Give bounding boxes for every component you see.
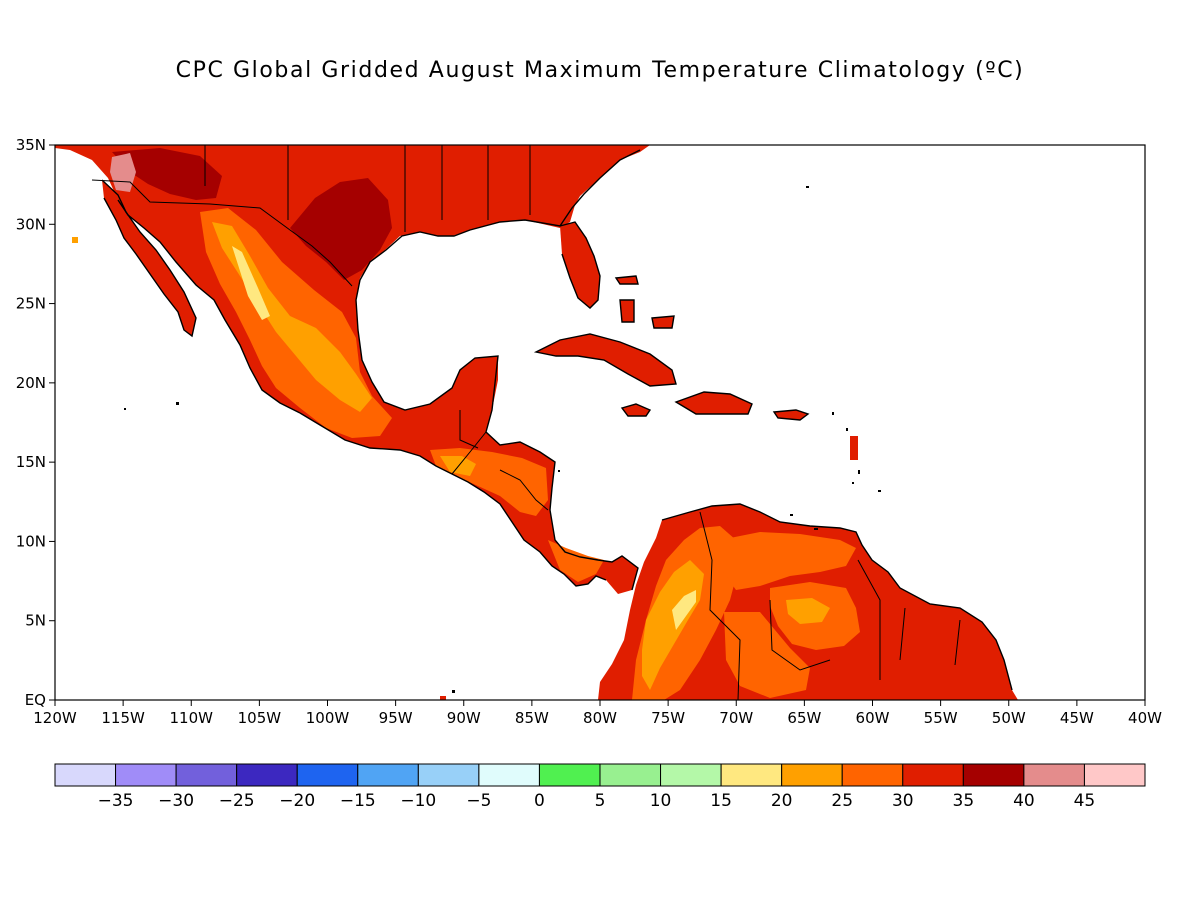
lon-tick-label: 55W: [924, 709, 958, 727]
lon-tick-label: 90W: [447, 709, 481, 727]
colorbar-swatch: [175, 763, 238, 787]
guiana-cool: [786, 598, 830, 624]
colorbar-swatch: [841, 763, 904, 787]
colorbar-swatch: [357, 763, 419, 787]
colorbar-tick-label: −10: [400, 791, 436, 811]
colorbar-swatch: [781, 763, 843, 787]
colorbar-swatch: [720, 763, 783, 787]
colorbar-swatch: [296, 763, 359, 787]
colorbar-swatch: [962, 763, 1025, 787]
lon-tick-label: 65W: [787, 709, 821, 727]
colorbar-swatch: [660, 763, 722, 787]
longitude-axis: 120W 115W 110W 105W 100W 95W 90W 85W 80W 75W 70W 65…: [33, 700, 1162, 727]
colorbar-tick-label: 35: [953, 791, 975, 811]
lon-tick-label: 60W: [856, 709, 890, 727]
colorbar-tick-label: 30: [892, 791, 914, 811]
colorbar-swatch: [115, 763, 177, 787]
puerto-rico: [774, 410, 808, 420]
colorbar: −35 −30 −25 −20 −15 −10 −5 0 5 10 15 20 25 30 35 40 45: [54, 763, 1146, 811]
small-island-dots: [124, 186, 881, 693]
colorbar-tick-label: 0: [534, 791, 545, 811]
venezuela-plains-orange: [720, 532, 856, 590]
colorbar-tick-label: 20: [771, 791, 793, 811]
lon-tick-label: 50W: [992, 709, 1026, 727]
colorbar-tick-label: −20: [279, 791, 315, 811]
lon-tick-label: 70W: [719, 709, 753, 727]
map-title: CPC Global Gridded August Maximum Temper…: [175, 58, 1025, 83]
sierra-madre-cool: [212, 222, 372, 412]
lon-tick-label: 95W: [379, 709, 413, 727]
colorbar-swatch: [599, 763, 662, 787]
political-borders: [91, 145, 961, 700]
lat-tick-label: 10N: [16, 532, 46, 550]
lon-tick-label: 45W: [1060, 709, 1094, 727]
lon-tick-label: 120W: [33, 709, 77, 727]
colorbar-tick-label: 5: [595, 791, 606, 811]
colorbar-swatch: [236, 763, 298, 787]
colorbar-swatch: [1083, 763, 1146, 787]
lat-tick-label: EQ: [25, 691, 46, 709]
colorbar-tick-label: 45: [1074, 791, 1096, 811]
colorbar-tick-label: 10: [650, 791, 672, 811]
lon-tick-label: 115W: [101, 709, 145, 727]
colorbar-swatch: [902, 763, 964, 787]
colorbar-swatch: [538, 763, 601, 787]
colorbar-tick-label: −25: [219, 791, 255, 811]
colorbar-tick-label: 15: [710, 791, 732, 811]
colorbar-tick-label: −5: [466, 791, 491, 811]
lat-tick-label: 15N: [16, 453, 46, 471]
coastlines: [101, 149, 1013, 691]
hot-core-texas: [290, 178, 392, 280]
andes-cool-yellow: [642, 560, 704, 690]
florida-peninsula: [560, 222, 600, 308]
cuba: [536, 334, 676, 386]
colorbar-swatch: [478, 763, 540, 787]
lat-tick-label: 20N: [16, 374, 46, 392]
latitude-axis: 35N 30N 25N 20N 15N 10N 5N EQ: [16, 136, 55, 709]
lon-tick-label: 40W: [1128, 709, 1162, 727]
lat-tick-label: 25N: [16, 295, 46, 313]
lon-tick-label: 80W: [583, 709, 617, 727]
lat-tick-label: 30N: [16, 215, 46, 233]
lat-tick-label: 35N: [16, 136, 46, 154]
hispaniola: [676, 392, 752, 414]
colorbar-tick-label: 25: [831, 791, 853, 811]
amazon-lowlands-orange: [724, 612, 810, 698]
bahamas: [616, 276, 674, 328]
lon-tick-label: 110W: [170, 709, 214, 727]
colorbar-tick-label: −15: [340, 791, 376, 811]
panama-costa-rica-highlands: [548, 540, 604, 582]
lon-tick-label: 105W: [238, 709, 282, 727]
colorbar-tick-label: −30: [158, 791, 194, 811]
temperature-field: [55, 145, 1018, 700]
guadalupe-island: [72, 237, 78, 243]
mexico-cool-yellow: [232, 246, 270, 320]
colorbar-swatch: [54, 763, 117, 787]
lon-tick-label: 85W: [515, 709, 549, 727]
hot-core-sonora: [112, 148, 222, 200]
colorbar-swatch: [417, 763, 480, 787]
lon-tick-label: 75W: [651, 709, 685, 727]
colorbar-tick-label: −35: [98, 791, 134, 811]
andes-coolest: [672, 590, 696, 630]
colorbar-swatch: [1023, 763, 1085, 787]
colorbar-tick-label: 40: [1013, 791, 1035, 811]
lon-tick-label: 100W: [306, 709, 350, 727]
baja-california: [102, 180, 196, 336]
lat-tick-label: 5N: [25, 612, 46, 630]
